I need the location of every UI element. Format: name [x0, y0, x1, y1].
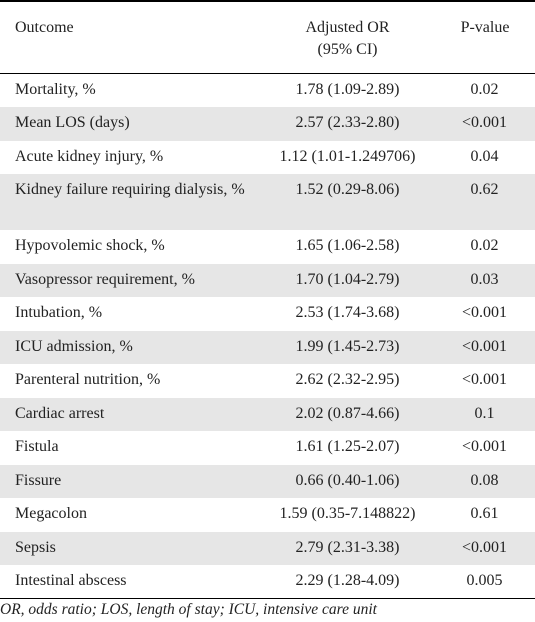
- header-p-value: P-value: [440, 1, 535, 74]
- cell-adjusted-or: 2.53 (1.74-3.68): [295, 304, 400, 321]
- table-row: Fissure 0.66 (0.40-1.06) 0.08: [0, 464, 535, 498]
- cell-p-value: 0.62: [440, 174, 535, 230]
- cell-outcome: Acute kidney injury, %: [15, 147, 164, 165]
- table-row: Hypovolemic shock, % 1.65 (1.06-2.58) 0.…: [0, 230, 535, 264]
- cell-outcome: Mortality, %: [15, 81, 96, 98]
- header-adjusted-or-line2: (95% CI): [317, 41, 378, 58]
- cell-adjusted-or: 1.52 (0.29-8.06): [255, 174, 440, 230]
- cell-outcome: Kidney failure requiring dialysis, %: [0, 174, 255, 230]
- cell-p-value: <0.001: [461, 304, 508, 321]
- table-row: Sepsis 2.79 (2.31-3.38) <0.001: [0, 531, 535, 565]
- cell-p-value: <0.001: [440, 330, 535, 364]
- cell-outcome: Hypovolemic shock, %: [15, 237, 165, 254]
- results-table-container: Outcome Adjusted OR (95% CI) P-value Mor…: [0, 1, 535, 599]
- cell-adjusted-or: 2.57 (2.33-2.80): [255, 107, 440, 141]
- cell-adjusted-or: 2.79 (2.31-3.38): [255, 531, 440, 565]
- cell-p-value: <0.001: [440, 531, 535, 565]
- cell-adjusted-or: 2.62 (2.32-2.95): [295, 371, 400, 388]
- table-header: Outcome Adjusted OR (95% CI) P-value: [0, 1, 535, 74]
- table-row: ICU admission, % 1.99 (1.45-2.73) <0.001: [0, 330, 535, 364]
- cell-outcome: Fissure: [0, 464, 255, 498]
- cell-p-value: 0.005: [440, 565, 535, 599]
- cell-outcome: Sepsis: [0, 531, 255, 565]
- table-row: Cardiac arrest 2.02 (0.87-4.66) 0.1: [0, 397, 535, 431]
- cell-adjusted-or: 1.70 (1.04-2.79): [255, 263, 440, 297]
- cell-adjusted-or: 2.02 (0.87-4.66): [255, 397, 440, 431]
- table-footnote: OR, odds ratio; LOS, length of stay; ICU…: [0, 601, 377, 618]
- cell-adjusted-or: 1.78 (1.09-2.89): [295, 81, 400, 98]
- table-row: Kidney failure requiring dialysis, % 1.5…: [0, 174, 535, 230]
- table-row: Intestinal abscess 2.29 (1.28-4.09) 0.00…: [0, 565, 535, 599]
- header-outcome: Outcome: [0, 1, 255, 74]
- cell-p-value: 0.08: [440, 464, 535, 498]
- cell-adjusted-or: 0.66 (0.40-1.06): [255, 464, 440, 498]
- cell-outcome: Megacolon: [15, 505, 87, 522]
- cell-p-value: 0.02: [470, 81, 499, 98]
- cell-p-value: 0.03: [440, 263, 535, 297]
- table-row: Megacolon 1.59 (0.35-7.148822) 0.61: [0, 498, 535, 532]
- cell-adjusted-or: 1.65 (1.06-2.58): [295, 237, 400, 254]
- cell-outcome: Cardiac arrest: [0, 397, 255, 431]
- cell-outcome: Intubation, %: [15, 304, 103, 321]
- cell-outcome: Vasopressor requirement, %: [0, 263, 255, 297]
- table-body: Mortality, % 1.78 (1.09-2.89) 0.02 Mean …: [0, 74, 535, 599]
- cell-p-value: 0.04: [470, 147, 499, 165]
- adjusted-outcomes-table: Outcome Adjusted OR (95% CI) P-value Mor…: [0, 1, 535, 599]
- header-adjusted-or-line1: Adjusted OR: [305, 19, 390, 36]
- header-adjusted-or: Adjusted OR (95% CI): [255, 1, 440, 74]
- cell-outcome: ICU admission, %: [0, 330, 255, 364]
- cell-p-value: 0.02: [470, 237, 499, 254]
- cell-outcome: Intestinal abscess: [0, 565, 255, 599]
- table-row: Fistula 1.61 (1.25-2.07) <0.001: [0, 431, 535, 465]
- table-row: Parenteral nutrition, % 2.62 (2.32-2.95)…: [0, 364, 535, 398]
- table-row: Mortality, % 1.78 (1.09-2.89) 0.02: [0, 74, 535, 108]
- cell-p-value: 0.61: [470, 505, 499, 522]
- cell-outcome: Fistula: [15, 438, 59, 455]
- table-row: Acute kidney injury, % 1.12 (1.01-1.2497…: [0, 141, 535, 175]
- table-row: Intubation, % 2.53 (1.74-3.68) <0.001: [0, 297, 535, 331]
- cell-p-value: <0.001: [461, 438, 508, 455]
- table-row: Vasopressor requirement, % 1.70 (1.04-2.…: [0, 263, 535, 297]
- cell-outcome: Mean LOS (days): [0, 107, 255, 141]
- cell-p-value: <0.001: [440, 107, 535, 141]
- cell-adjusted-or: 1.99 (1.45-2.73): [255, 330, 440, 364]
- cell-adjusted-or: 1.12 (1.01-1.249706): [279, 147, 416, 165]
- cell-adjusted-or: 1.61 (1.25-2.07): [295, 438, 400, 455]
- cell-p-value: 0.1: [440, 397, 535, 431]
- header-row: Outcome Adjusted OR (95% CI) P-value: [0, 1, 535, 74]
- cell-adjusted-or: 1.59 (0.35-7.148822): [279, 505, 416, 522]
- table-row: Mean LOS (days) 2.57 (2.33-2.80) <0.001: [0, 107, 535, 141]
- cell-p-value: <0.001: [461, 371, 508, 388]
- cell-adjusted-or: 2.29 (1.28-4.09): [255, 565, 440, 599]
- cell-outcome: Parenteral nutrition, %: [15, 371, 161, 388]
